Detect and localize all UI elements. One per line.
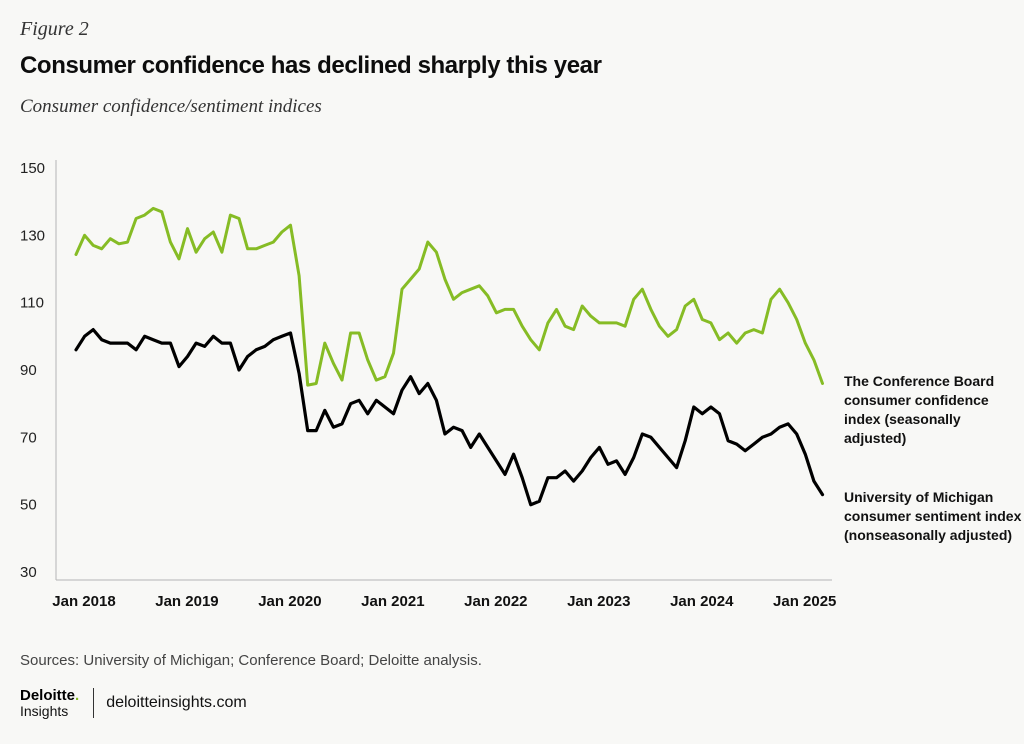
- y-tick-label: 30: [20, 564, 37, 581]
- figure-label: Figure 2: [20, 18, 89, 40]
- footer-divider: [93, 688, 95, 718]
- x-tick-label: Jan 2018: [52, 593, 115, 610]
- michigan-sentiment-label: University of Michigan consumer sentiment…: [844, 489, 1022, 543]
- chart-subtitle: Consumer confidence/sentiment indices: [20, 96, 322, 117]
- series-label-line: consumer sentiment index: [844, 508, 1022, 524]
- michigan-sentiment-line: [74, 328, 825, 507]
- y-tick-label: 110: [20, 295, 44, 312]
- y-tick-label: 150: [20, 160, 45, 177]
- conference-board-line: [74, 206, 824, 387]
- x-tick-label: Jan 2021: [361, 593, 424, 610]
- y-axis: 150 130 110 90 70 50 30: [20, 160, 45, 581]
- footer: Deloitte. Insights deloitteinsights.com: [20, 688, 247, 718]
- x-tick-label: Jan 2019: [155, 593, 218, 610]
- series-label-line: The Conference Board: [844, 373, 994, 389]
- y-tick-label: 70: [20, 429, 37, 446]
- chart-title: Consumer confidence has declined sharply…: [20, 52, 602, 79]
- y-tick-label: 90: [20, 362, 37, 379]
- x-tick-label: Jan 2023: [567, 593, 630, 610]
- x-tick-label: Jan 2022: [464, 593, 527, 610]
- y-tick-label: 50: [20, 497, 37, 514]
- y-tick-label: 130: [20, 227, 45, 244]
- x-axis: Jan 2018 Jan 2019 Jan 2020 Jan 2021 Jan 2022…: [52, 593, 836, 610]
- series-label-line: consumer confidence: [844, 392, 989, 408]
- conference-board-label: The Conference Board consumer confidence i…: [844, 373, 994, 446]
- series-label-line: University of Michigan: [844, 489, 993, 505]
- series-label-line: index (seasonally: [844, 411, 961, 427]
- source-note: Sources: University of Michigan; Confere…: [20, 652, 482, 669]
- series-label-line: adjusted): [844, 430, 906, 446]
- x-tick-label: Jan 2020: [258, 593, 321, 610]
- deloitte-insights-logo: Deloitte. Insights: [20, 688, 79, 718]
- x-tick-label: Jan 2024: [670, 593, 734, 610]
- series-label-line: (nonseasonally adjusted): [844, 527, 1012, 543]
- logo-brand: Deloitte.: [20, 687, 80, 704]
- footer-site-link[interactable]: deloitteinsights.com: [106, 694, 247, 711]
- x-tick-label: Jan 2025: [773, 593, 836, 610]
- logo-sub: Insights: [20, 703, 69, 719]
